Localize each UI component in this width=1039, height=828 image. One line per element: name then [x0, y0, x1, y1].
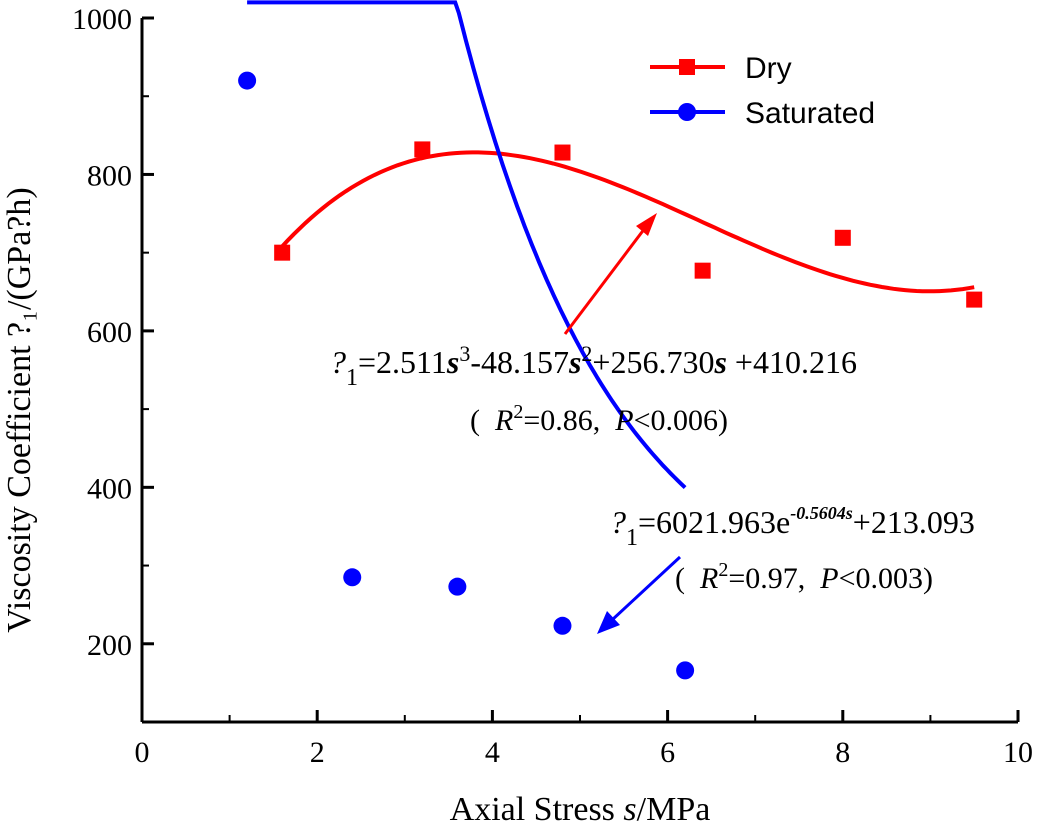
- dry-equation: ?1=2.511s3-48.157s2+256.730s +410.216: [330, 341, 857, 391]
- dry-stats: ( R2=0.86, P<0.006): [470, 401, 728, 437]
- axes: 0 2 4 6 8 10 200 400 600 800 1000: [72, 3, 1033, 769]
- legend-saturated-marker: [678, 103, 696, 121]
- fit-curves: [247, 0, 975, 490]
- dry-fit-curve: [280, 150, 975, 294]
- arrow-saturated: [597, 555, 682, 634]
- dry-point: [966, 291, 983, 308]
- y-axis-title: Viscosity Coefficient ?₁/(GPa?h): [1, 187, 38, 632]
- saturated-point: [238, 71, 257, 90]
- saturated-stats: ( R2=0.97, P<0.003): [675, 559, 933, 595]
- arrow-dry: [563, 213, 657, 335]
- x-tick-label: 2: [310, 736, 325, 769]
- dry-point: [834, 229, 851, 246]
- x-tick-label: 0: [135, 736, 150, 769]
- x-axis-title: Axial Stress s/MPa: [450, 791, 711, 828]
- x-tick-label: 10: [1003, 736, 1033, 769]
- x-tick-label: 8: [835, 736, 850, 769]
- y-tick-label: 800: [87, 159, 132, 192]
- x-tick-label: 4: [485, 736, 500, 769]
- saturated-fit-curve: [247, 0, 687, 490]
- saturated-equation: ?1=6021.963e-0.5604s+213.093: [610, 503, 975, 551]
- legend-saturated-label: Saturated: [745, 97, 875, 130]
- legend-dry-marker: [679, 59, 695, 75]
- saturated-point: [343, 568, 362, 587]
- x-tick-label: 6: [660, 736, 675, 769]
- y-tick-label: 400: [87, 472, 132, 505]
- data-points: [238, 71, 983, 680]
- dry-point: [414, 141, 431, 158]
- saturated-point: [448, 577, 467, 596]
- y-tick-label: 1000: [72, 3, 132, 36]
- dry-point: [554, 144, 571, 161]
- dry-point: [274, 244, 291, 261]
- y-tick-label: 600: [87, 316, 132, 349]
- y-tick-label: 200: [87, 629, 132, 662]
- saturated-point: [676, 661, 695, 680]
- dry-point: [694, 262, 711, 279]
- saturated-point: [553, 616, 572, 635]
- legend: Dry Saturated: [650, 52, 875, 130]
- legend-dry-label: Dry: [745, 52, 792, 85]
